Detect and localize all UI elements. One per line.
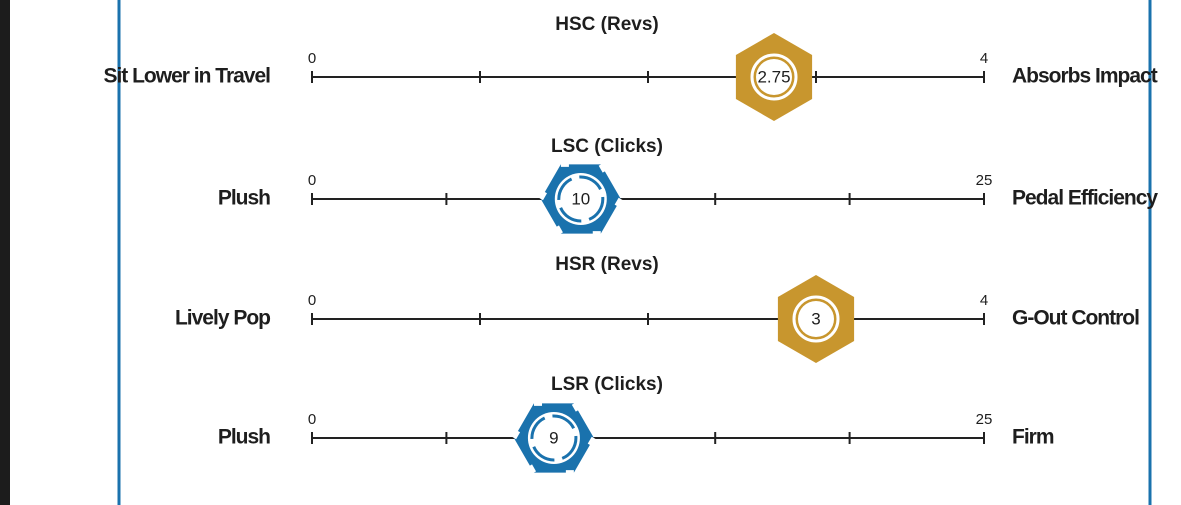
marker-ring — [792, 295, 840, 343]
left-label: Plush — [218, 426, 270, 449]
tick-label: 0 — [308, 411, 316, 428]
tick-label: 0 — [308, 292, 316, 309]
scale-title: HSR (Revs) — [555, 254, 658, 275]
scale-title: HSC (Revs) — [555, 14, 658, 35]
value-label: 3 — [811, 309, 820, 328]
marker-inner — [563, 182, 598, 216]
right-label: Firm — [1012, 426, 1054, 449]
value-label: 2.75 — [757, 67, 790, 86]
edge-strip — [0, 0, 10, 505]
value-marker: 3 — [777, 275, 855, 363]
tick-label: 25 — [976, 172, 993, 189]
right-label: G-Out Control — [1012, 307, 1139, 330]
scale-title: LSR (Clicks) — [551, 374, 663, 395]
right-label: Absorbs Impact — [1012, 65, 1158, 88]
marker-ring — [750, 53, 798, 101]
tick-label: 0 — [308, 50, 316, 67]
right-label: Pedal Efficiency — [1012, 187, 1158, 210]
tick-label: 25 — [976, 411, 993, 428]
marker-face — [756, 59, 792, 95]
value-marker: 2.75 — [735, 33, 813, 121]
tick-label: 0 — [308, 172, 316, 189]
tick-label: 4 — [980, 50, 988, 67]
marker-ring — [557, 175, 605, 223]
value-marker: 9 — [511, 400, 597, 476]
marker-face — [798, 301, 834, 337]
scale-title: LSC (Clicks) — [551, 136, 663, 157]
tick-label: 4 — [980, 292, 988, 309]
left-label: Sit Lower in Travel — [103, 65, 270, 88]
left-label: Plush — [218, 187, 270, 210]
value-label: 10 — [571, 189, 590, 208]
marker-inner — [536, 421, 571, 455]
value-label: 9 — [549, 428, 558, 447]
value-marker: 10 — [537, 161, 624, 237]
marker-ring — [530, 414, 578, 462]
left-label: Lively Pop — [175, 307, 270, 330]
